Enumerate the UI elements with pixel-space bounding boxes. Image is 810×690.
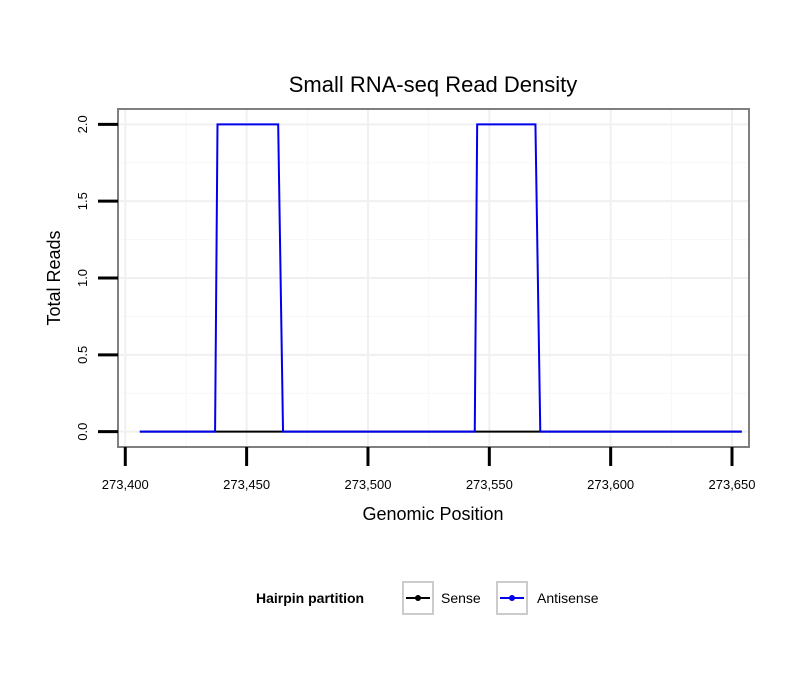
series-layer	[139, 123, 742, 433]
legend-item-sense: Sense	[402, 581, 481, 615]
y-axis: 0.0 0.5 1.0 1.5 2.0	[75, 115, 118, 441]
x-axis-title: Genomic Position	[362, 504, 503, 524]
series-line-antisense	[139, 123, 742, 433]
chart-title: Small RNA-seq Read Density	[289, 72, 578, 97]
y-tick-label-3: 1.5	[75, 192, 90, 210]
y-tick-label-2: 1.0	[75, 269, 90, 287]
y-tick-label-1: 0.5	[75, 346, 90, 364]
legend-label-antisense: Antisense	[537, 590, 599, 606]
legend: Hairpin partition Sense Antisense	[256, 581, 599, 615]
legend-key-point-sense	[415, 595, 421, 601]
y-tick-label-4: 2.0	[75, 115, 90, 133]
x-tick-label-3: 273,550	[466, 477, 513, 492]
x-tick-label-1: 273,450	[223, 477, 270, 492]
legend-key-point-antisense	[509, 595, 515, 601]
x-tick-label-4: 273,600	[587, 477, 634, 492]
x-tick-label-5: 273,650	[709, 477, 756, 492]
x-axis: 273,400 273,450 273,500 273,550 273,600 273,6…	[102, 447, 756, 492]
y-axis-title: Total Reads	[44, 230, 64, 325]
x-tick-label-0: 273,400	[102, 477, 149, 492]
legend-item-antisense: Antisense	[496, 581, 599, 615]
legend-label-sense: Sense	[441, 590, 481, 606]
legend-title: Hairpin partition	[256, 590, 364, 606]
x-tick-label-2: 273,500	[344, 477, 391, 492]
y-tick-label-0: 0.0	[75, 423, 90, 441]
